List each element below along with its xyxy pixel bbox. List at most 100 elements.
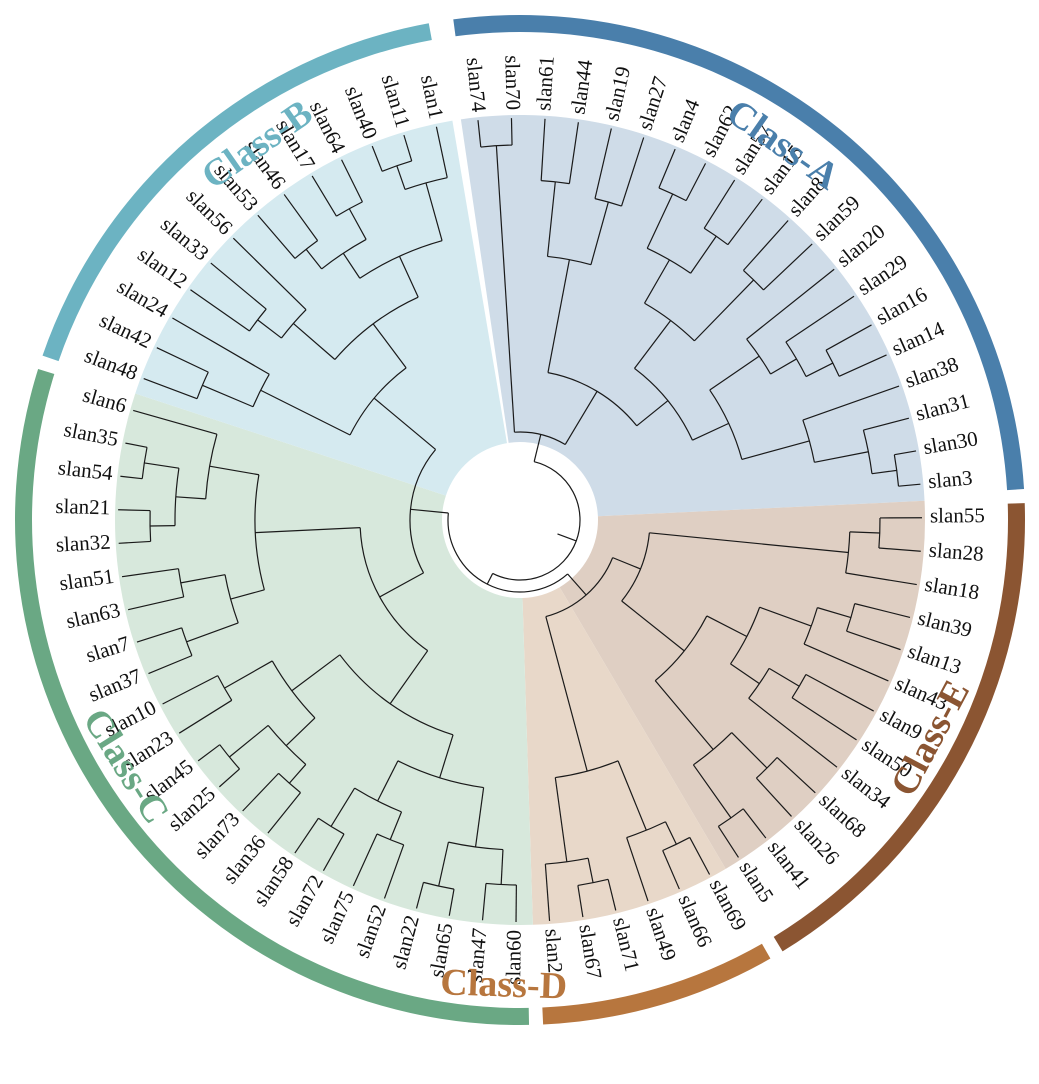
clade-arc [703, 227, 729, 246]
internal-branch [730, 663, 760, 685]
leaf-branch [878, 547, 921, 552]
leaf-label: slan55 [930, 503, 985, 527]
clade-arc [359, 240, 443, 279]
leaf-branch [577, 885, 584, 918]
leaf-branch [689, 837, 711, 875]
leaf-label: slan38 [902, 352, 962, 393]
leaf-label: slan19 [599, 64, 635, 123]
leaf-label: slan51 [58, 564, 116, 595]
leaf-branch [148, 655, 193, 675]
internal-branch [759, 606, 812, 627]
internal-branch [229, 724, 269, 758]
leaf-branch [232, 237, 307, 311]
leaf-branch [791, 697, 857, 741]
leaf-branch [156, 347, 209, 373]
clade-arc [634, 367, 693, 441]
internal-branch [224, 660, 273, 689]
leaf-branch [658, 148, 676, 189]
internal-branch [587, 858, 594, 883]
leaf-label: slan35 [62, 417, 120, 451]
leaf-branch [510, 118, 513, 146]
leaf-branch [620, 137, 645, 207]
leaf-branch [846, 630, 901, 651]
clade-arc [594, 198, 622, 207]
internal-branch [654, 680, 714, 750]
internal-branch [379, 572, 424, 598]
internal-branch [305, 248, 323, 270]
leaf-branch [568, 122, 579, 184]
leaf-branch [120, 475, 143, 480]
leaf-label: slan44 [566, 58, 598, 116]
clade-arc [644, 302, 695, 342]
leaf-branch [172, 317, 270, 375]
class-sectors [115, 115, 925, 925]
internal-branch [621, 600, 685, 652]
internal-branch [377, 760, 399, 802]
leaf-label: slan3 [927, 465, 973, 493]
internal-branch [545, 616, 588, 772]
leaf-branch [717, 826, 739, 858]
leaf-branch [898, 483, 921, 487]
leaf-branch [785, 295, 855, 343]
leaf-branch [748, 697, 838, 768]
leaf-branch [162, 675, 218, 705]
internal-branch [180, 574, 226, 584]
leaf-label: slan66 [674, 891, 718, 951]
leaf-branch [685, 163, 707, 201]
internal-branch [567, 573, 587, 596]
clade-arc [514, 431, 566, 446]
leaf-label: slan47 [463, 927, 492, 984]
class-label-class-d: Class-D [440, 961, 568, 1007]
internal-branch [292, 323, 336, 360]
clade-arc [746, 338, 772, 375]
leaf-label: slan39 [915, 606, 974, 643]
leaf-branch [703, 179, 736, 229]
internal-branch [817, 607, 852, 619]
clade-arc [409, 449, 437, 574]
leaf-branch [311, 175, 337, 217]
clade-arc [404, 177, 448, 190]
clade-arc [254, 474, 265, 591]
clade-arc [492, 461, 581, 581]
internal-branch [285, 717, 316, 747]
leaf-branch [294, 817, 319, 854]
leaf-branch [854, 603, 911, 619]
internal-branch [636, 400, 669, 427]
internal-branch [257, 319, 282, 339]
leaf-branch [825, 324, 872, 351]
clade-arc [397, 760, 484, 789]
leaf-branch [118, 509, 151, 512]
leaf-branch [477, 120, 482, 148]
leaf-branch [894, 450, 917, 456]
leaf-label: slan2 [540, 928, 567, 974]
leaf-label: slan74 [462, 56, 492, 114]
leaf-label: slan54 [57, 455, 115, 485]
internal-branch [693, 279, 755, 342]
leaf-label: slan52 [350, 901, 391, 961]
internal-branch [439, 734, 454, 778]
internal-branch [255, 527, 361, 534]
leaf-branch [178, 699, 233, 734]
clade-arc [654, 615, 708, 682]
internal-branch [260, 389, 351, 436]
internal-branch [202, 384, 254, 408]
clade-arc [658, 187, 687, 202]
leaf-branch [257, 214, 296, 259]
leaf-branch [190, 289, 250, 332]
leaf-label: slan67 [574, 923, 606, 981]
leaf-branch [594, 128, 612, 199]
internal-branch [396, 165, 406, 190]
leaf-branch [845, 572, 917, 586]
internal-branch [495, 145, 516, 433]
leaf-branch [267, 792, 301, 834]
leaf-label: slan60 [501, 930, 526, 985]
leaf-branch [127, 596, 184, 611]
internal-branch [814, 451, 869, 463]
internal-branch [372, 323, 407, 369]
leaf-branch [118, 540, 151, 544]
leaf-label: slan5 [735, 856, 779, 906]
leaf-branch [371, 145, 383, 172]
clade-arc [730, 607, 761, 665]
